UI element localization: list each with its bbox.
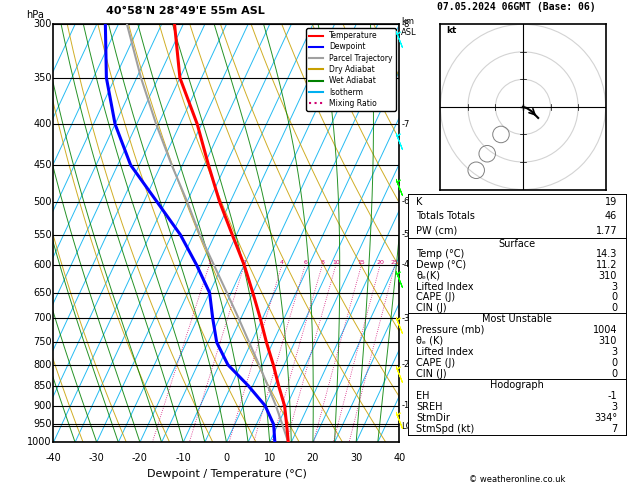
Text: 850: 850: [33, 381, 52, 391]
Text: Hodograph: Hodograph: [490, 380, 543, 390]
Legend: Temperature, Dewpoint, Parcel Trajectory, Dry Adiabat, Wet Adiabat, Isotherm, Mi: Temperature, Dewpoint, Parcel Trajectory…: [306, 28, 396, 111]
Text: 46: 46: [605, 211, 617, 221]
Text: -1: -1: [608, 391, 617, 401]
Text: 450: 450: [33, 160, 52, 170]
Text: -30: -30: [89, 453, 104, 463]
Text: Most Unstable: Most Unstable: [482, 314, 552, 324]
Text: 650: 650: [33, 288, 52, 298]
Text: -4: -4: [401, 260, 409, 269]
Text: 25: 25: [391, 260, 399, 265]
Text: Dewpoint / Temperature (°C): Dewpoint / Temperature (°C): [147, 469, 306, 479]
Text: 10: 10: [332, 260, 340, 265]
Text: 300: 300: [33, 19, 52, 29]
Text: 40°58'N 28°49'E 55m ASL: 40°58'N 28°49'E 55m ASL: [106, 6, 264, 16]
Text: 3: 3: [611, 281, 617, 292]
Text: -20: -20: [132, 453, 148, 463]
Text: 800: 800: [33, 360, 52, 370]
Text: 0: 0: [611, 368, 617, 379]
Text: CAPE (J): CAPE (J): [416, 292, 455, 302]
Text: 500: 500: [33, 197, 52, 207]
Text: Lifted Index: Lifted Index: [416, 347, 474, 357]
Text: -2: -2: [401, 360, 409, 369]
Text: 4: 4: [280, 260, 284, 265]
Text: kt: kt: [446, 26, 456, 35]
Text: 30: 30: [350, 453, 362, 463]
Text: 7: 7: [611, 424, 617, 434]
Text: 950: 950: [33, 419, 52, 430]
Text: Surface: Surface: [498, 239, 535, 248]
Text: -1: -1: [401, 401, 409, 410]
Text: StmSpd (kt): StmSpd (kt): [416, 424, 474, 434]
Text: Temp (°C): Temp (°C): [416, 249, 465, 260]
Text: 3: 3: [611, 347, 617, 357]
Text: 0: 0: [611, 303, 617, 313]
Text: 3: 3: [611, 402, 617, 412]
Text: 750: 750: [33, 337, 52, 347]
Text: 20: 20: [307, 453, 319, 463]
Text: 550: 550: [33, 230, 52, 240]
Text: LCL: LCL: [401, 422, 416, 431]
Text: 8: 8: [320, 260, 324, 265]
Text: 1000: 1000: [27, 437, 52, 447]
Text: CAPE (J): CAPE (J): [416, 358, 455, 368]
Text: SREH: SREH: [416, 402, 443, 412]
Text: 0: 0: [611, 292, 617, 302]
Text: -5: -5: [401, 230, 409, 239]
Text: 310: 310: [599, 271, 617, 281]
Text: Pressure (mb): Pressure (mb): [416, 325, 485, 335]
Text: StmDir: StmDir: [416, 413, 450, 423]
Text: 600: 600: [33, 260, 52, 270]
Text: 334°: 334°: [594, 413, 617, 423]
Text: -8: -8: [401, 20, 409, 29]
Text: 0: 0: [223, 453, 230, 463]
Text: 900: 900: [33, 400, 52, 411]
Text: Mixing Ratio (g/kg): Mixing Ratio (g/kg): [418, 193, 426, 273]
Text: 14.3: 14.3: [596, 249, 617, 260]
Text: 0: 0: [611, 358, 617, 368]
Text: 400: 400: [33, 119, 52, 129]
Text: CIN (J): CIN (J): [416, 368, 447, 379]
Text: 2: 2: [242, 260, 247, 265]
Text: 19: 19: [605, 197, 617, 207]
Text: 310: 310: [599, 336, 617, 346]
Text: -6: -6: [401, 197, 409, 206]
Text: 350: 350: [33, 73, 52, 83]
Text: 20: 20: [376, 260, 384, 265]
Text: PW (cm): PW (cm): [416, 226, 457, 236]
Text: 1004: 1004: [593, 325, 617, 335]
Text: Totals Totals: Totals Totals: [416, 211, 475, 221]
Text: 700: 700: [33, 313, 52, 324]
Text: 1.77: 1.77: [596, 226, 617, 236]
Text: Dewp (°C): Dewp (°C): [416, 260, 467, 270]
Text: hPa: hPa: [26, 10, 43, 20]
Text: -3: -3: [401, 314, 409, 323]
Text: -40: -40: [45, 453, 62, 463]
Text: -7: -7: [401, 120, 409, 129]
Text: Lifted Index: Lifted Index: [416, 281, 474, 292]
Text: 6: 6: [303, 260, 307, 265]
Text: EH: EH: [416, 391, 430, 401]
Text: 40: 40: [393, 453, 406, 463]
Text: 15: 15: [357, 260, 365, 265]
Text: K: K: [416, 197, 423, 207]
Text: km
ASL: km ASL: [401, 17, 417, 36]
Text: θₑ (K): θₑ (K): [416, 336, 443, 346]
Text: CIN (J): CIN (J): [416, 303, 447, 313]
Text: © weatheronline.co.uk: © weatheronline.co.uk: [469, 474, 565, 484]
Text: 07.05.2024 06GMT (Base: 06): 07.05.2024 06GMT (Base: 06): [437, 2, 596, 12]
Text: θₑ(K): θₑ(K): [416, 271, 440, 281]
Text: 10: 10: [264, 453, 276, 463]
Text: 1: 1: [208, 260, 211, 265]
Text: -10: -10: [175, 453, 191, 463]
Text: 11.2: 11.2: [596, 260, 617, 270]
